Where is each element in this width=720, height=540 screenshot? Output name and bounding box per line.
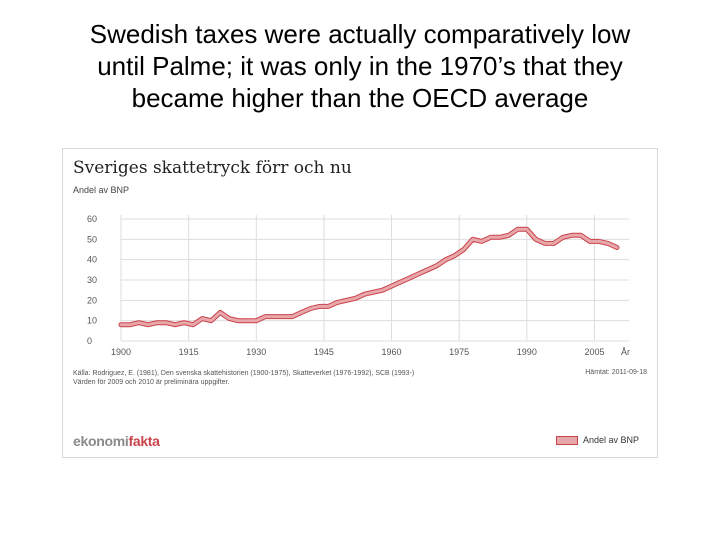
data-point — [435, 264, 438, 267]
data-point — [589, 240, 591, 243]
chart-plot: 0 10 20 30 40 50 60 1900 1915 1930 1945 1960 1975 199… — [87, 214, 630, 357]
data-point — [129, 323, 131, 326]
chart-legend: Andel av BNP — [555, 435, 639, 445]
y-tick-label: 50 — [87, 234, 97, 244]
y-tick-label: 40 — [87, 255, 97, 265]
x-tick-label: 1960 — [382, 347, 402, 357]
data-point — [336, 301, 339, 304]
data-point — [363, 293, 366, 296]
slide-title: Swedish taxes were actually comparativel… — [30, 18, 690, 114]
y-tick-label: 20 — [87, 295, 97, 305]
data-point — [255, 319, 258, 322]
data-point — [309, 307, 312, 310]
x-tick-label: 1900 — [111, 347, 131, 357]
data-point — [462, 248, 465, 251]
data-point — [291, 315, 294, 318]
data-point — [156, 321, 158, 324]
data-point — [453, 254, 456, 257]
data-point — [571, 234, 573, 237]
y-tick-label: 10 — [87, 316, 97, 326]
source-line-2: Värden för 2009 och 2010 är preliminära … — [73, 379, 230, 386]
data-point — [273, 315, 276, 318]
data-point — [444, 258, 447, 261]
data-point — [562, 236, 564, 239]
data-point — [237, 319, 240, 322]
x-tick-label: 2005 — [584, 347, 604, 357]
data-point — [507, 234, 510, 237]
chart-title: Sveriges skattetryck förr och nu — [73, 158, 352, 178]
data-point — [480, 240, 483, 243]
data-point — [417, 273, 420, 275]
data-point — [192, 323, 194, 326]
series-line — [119, 227, 619, 327]
data-point — [580, 234, 582, 237]
slide-title-line-2: until Palme; it was only in the 1970’s t… — [97, 51, 623, 81]
data-point — [246, 319, 249, 322]
chart-y-axis-label: Andel av BNP — [73, 185, 130, 195]
data-point — [426, 269, 429, 271]
data-point — [489, 236, 492, 239]
data-point — [526, 228, 528, 230]
data-point — [282, 315, 285, 318]
data-point — [408, 277, 411, 279]
ekonomifakta-logo[interactable]: ekonomifakta — [73, 433, 160, 449]
data-point — [165, 321, 167, 324]
x-axis-label: År — [621, 347, 630, 357]
data-point — [174, 323, 176, 326]
data-point — [535, 238, 537, 241]
data-point — [616, 246, 618, 249]
data-point — [553, 242, 555, 245]
data-point — [327, 305, 330, 308]
data-point — [544, 242, 546, 245]
data-point — [228, 317, 231, 320]
y-tick-label: 60 — [87, 214, 97, 224]
logo-part-2: fakta — [128, 433, 160, 449]
chart-source: Källa: Rodriguez, E. (1981), Den svenska… — [73, 369, 433, 387]
data-point — [138, 321, 140, 324]
data-point — [264, 315, 267, 318]
data-point — [147, 323, 149, 326]
data-point — [210, 319, 212, 322]
legend-label: Andel av BNP — [582, 435, 639, 445]
data-point — [201, 317, 203, 320]
x-tick-label: 1915 — [179, 347, 199, 357]
chart-panel: Sveriges skattetryck förr och nu Andel a… — [62, 148, 658, 458]
data-point — [390, 285, 393, 287]
data-point — [354, 297, 357, 300]
y-tick-label: 0 — [87, 336, 92, 346]
slide-title-line-1: Swedish taxes were actually comparativel… — [89, 19, 631, 49]
legend-swatch — [555, 435, 578, 445]
data-point — [120, 323, 122, 326]
data-point — [381, 289, 384, 291]
data-point — [372, 291, 375, 293]
data-point — [318, 305, 321, 308]
data-point — [219, 311, 221, 314]
data-point — [300, 311, 303, 314]
data-point — [183, 321, 185, 324]
data-point — [498, 236, 501, 239]
y-tick-label: 30 — [87, 275, 97, 285]
x-tick-label: 1945 — [314, 347, 334, 357]
data-point — [607, 242, 609, 245]
data-point — [471, 238, 474, 241]
slide-title-line-3: became higher than the OECD average — [131, 83, 589, 113]
logo-part-1: ekonomi — [73, 433, 129, 449]
data-point — [345, 299, 348, 302]
chart-fetched-date: Hämtat: 2011-09-18 — [585, 369, 647, 376]
source-line-1: Källa: Rodriguez, E. (1981), Den svenska… — [73, 370, 415, 377]
data-point — [399, 281, 402, 283]
x-tick-label: 1990 — [517, 347, 537, 357]
data-point — [598, 240, 600, 243]
data-point — [517, 228, 519, 230]
x-tick-label: 1975 — [449, 347, 469, 357]
x-tick-label: 1930 — [246, 347, 266, 357]
